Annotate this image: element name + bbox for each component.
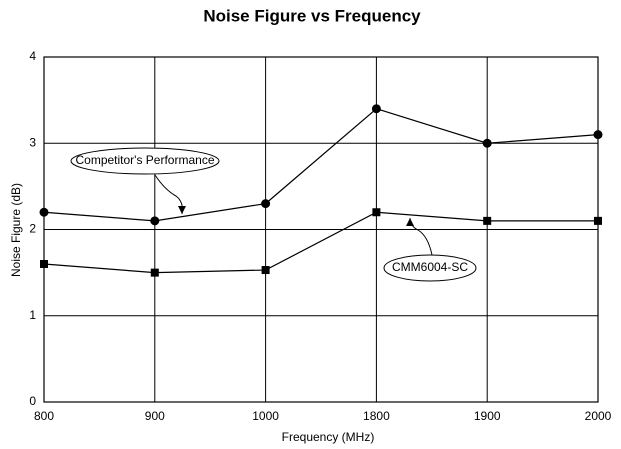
x-tick-label: 1000 (252, 409, 279, 423)
callout-bubble (70, 147, 220, 175)
arrow-head (406, 218, 414, 226)
x-axis-label: Frequency (MHz) (282, 430, 375, 444)
marker (594, 216, 602, 225)
x-tick-label: 1900 (474, 409, 501, 423)
marker (372, 208, 381, 217)
marker (40, 260, 48, 268)
y-tick-label: 4 (29, 49, 36, 63)
series-line (43, 211, 598, 274)
callout-bubble (383, 254, 477, 282)
x-tick-label: 1800 (363, 409, 390, 423)
marker (39, 207, 49, 217)
chart-title: Noise Figure vs Frequency (203, 6, 421, 25)
x-tick-label: 800 (34, 409, 54, 423)
y-tick-label: 1 (29, 308, 36, 322)
marker (593, 130, 603, 140)
y-tick-label: 2 (29, 222, 36, 236)
marker (261, 266, 270, 275)
marker (150, 268, 159, 277)
x-tick-label: 2000 (585, 409, 612, 423)
marker (371, 104, 381, 114)
y-axis-label: Noise Figure (dB) (9, 183, 23, 277)
marker (261, 199, 271, 209)
y-tick-label: 0 (29, 394, 36, 408)
callout-arrow (409, 217, 433, 256)
series-line (43, 108, 599, 222)
arrow-head (178, 206, 186, 214)
callout-arrow (154, 174, 183, 215)
legend-label: CMM6004-SC (392, 260, 468, 274)
y-tick-label: 3 (29, 135, 36, 149)
marker (483, 216, 492, 225)
marker (482, 138, 492, 148)
x-tick-label: 900 (145, 409, 165, 423)
legend-label: Competitor's Performance (75, 153, 214, 167)
marker (150, 216, 160, 226)
